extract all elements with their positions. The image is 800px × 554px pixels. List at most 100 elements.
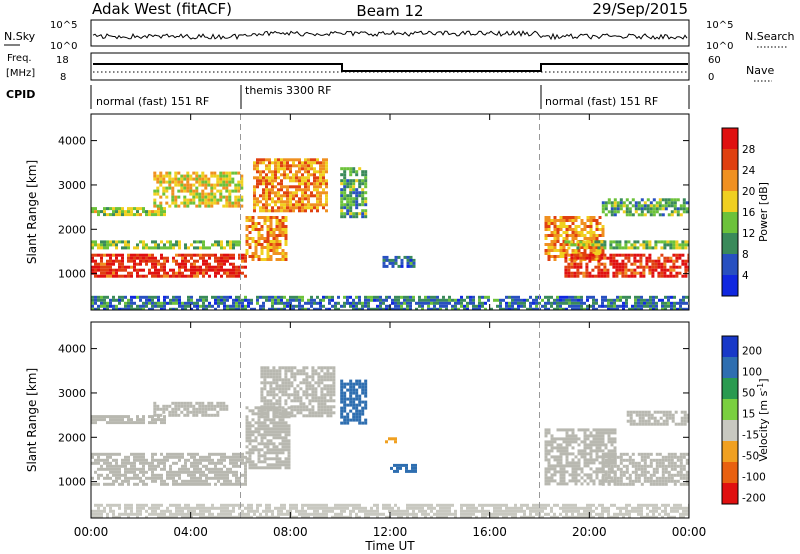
- velocity-cell-9: [604, 476, 608, 480]
- power-cell-8: [547, 222, 551, 225]
- power-cell-2: [136, 243, 139, 247]
- velocity-cell-9: [616, 482, 620, 486]
- velocity-cell-11: [175, 509, 178, 513]
- power-cell-12: [475, 304, 478, 308]
- velocity-cell-0: [235, 461, 238, 465]
- power-cell-12: [118, 307, 121, 310]
- power-cell-10: [636, 246, 640, 250]
- velocity-cell-5: [349, 409, 353, 413]
- velocity-cell-11: [232, 515, 235, 518]
- power-cell-0: [142, 259, 145, 263]
- velocity-cell-8: [607, 434, 611, 438]
- velocity-cell-8: [610, 443, 614, 447]
- power-cell-12: [265, 298, 268, 302]
- velocity-cell-8: [556, 437, 560, 441]
- power-cell-11: [679, 213, 683, 217]
- velocity-cell-8: [547, 461, 551, 465]
- power-cell-11: [667, 204, 671, 208]
- power-cell-12: [622, 295, 625, 299]
- power-cell-3: [148, 213, 151, 217]
- power-cell-12: [601, 301, 604, 305]
- power-cell-4: [213, 183, 217, 187]
- power-cell-12: [559, 298, 562, 302]
- power-cell-5: [313, 188, 316, 192]
- power-cell-12: [373, 295, 376, 299]
- power-cell-1: [254, 225, 258, 228]
- velocity-cell-8: [586, 464, 590, 468]
- velocity-cell-4: [263, 396, 267, 400]
- power-cell-0: [181, 265, 184, 269]
- velocity-cell-11: [112, 512, 115, 516]
- power-cell-2: [190, 243, 193, 247]
- power-cell-5: [265, 185, 268, 189]
- power-cell-9: [681, 262, 685, 266]
- velocity-cell-11: [103, 506, 106, 510]
- velocity-cell-0: [244, 476, 247, 480]
- power-cell-1: [251, 216, 255, 219]
- power-cell-9: [636, 271, 640, 275]
- power-cell-3: [145, 210, 148, 214]
- nsky-series: [92, 30, 688, 41]
- power-cell-12: [418, 295, 421, 299]
- velocity-cell-9: [601, 473, 605, 477]
- power-cell-5: [322, 176, 325, 180]
- power-cell-10: [624, 243, 628, 247]
- velocity-cell-4: [305, 375, 309, 379]
- power-cell-8: [598, 234, 602, 237]
- velocity-cell-9: [655, 461, 659, 465]
- power-cell-4: [192, 177, 196, 181]
- power-cell-12: [529, 307, 532, 310]
- power-cell-12: [484, 307, 487, 310]
- velocity-cell-11: [100, 512, 103, 516]
- power-cell-12: [553, 298, 556, 302]
- power-cell-8: [550, 222, 554, 225]
- power-cell-5: [283, 176, 286, 180]
- power-cell-2: [166, 240, 169, 244]
- power-cell-0: [238, 256, 241, 260]
- power-cell-2: [103, 240, 106, 244]
- power-cell-9: [669, 268, 673, 272]
- power-cell-0: [166, 271, 169, 275]
- velocity-cell-3: [213, 407, 217, 411]
- power-cell-0: [106, 262, 109, 266]
- power-cell-1: [257, 243, 261, 246]
- power-cell-5: [262, 203, 265, 207]
- power-cell-0: [181, 271, 184, 275]
- velocity-cell-9: [643, 473, 647, 477]
- power-cell-0: [91, 256, 94, 260]
- power-cell-3: [136, 210, 139, 214]
- power-cell-9: [633, 256, 637, 260]
- power-cell-12: [646, 301, 649, 305]
- velocity-cell-0: [106, 452, 109, 456]
- power-cell-12: [625, 304, 628, 308]
- velocity-cell-0: [91, 482, 94, 486]
- velocity-cell-8: [559, 479, 563, 483]
- velocity-cell-1: [251, 463, 255, 467]
- velocity-cell-11: [223, 503, 226, 507]
- power-cell-6: [343, 167, 347, 171]
- power-cell-2: [115, 240, 118, 244]
- velocity-cell-8: [583, 464, 587, 468]
- velocity-cell-3: [225, 407, 229, 411]
- velocity-cell-1: [263, 445, 267, 449]
- power-cell-9: [642, 274, 646, 278]
- power-cell-0: [154, 268, 157, 272]
- power-cell-5: [289, 179, 292, 183]
- power-cell-4: [210, 171, 214, 175]
- velocity-cell-8: [565, 464, 569, 468]
- velocity-cell-9: [676, 479, 680, 483]
- power-cell-5: [319, 176, 322, 180]
- power-cell-4: [219, 195, 223, 199]
- power-cell-12: [526, 307, 529, 310]
- power-cell-9: [591, 253, 595, 257]
- power-cell-5: [322, 173, 325, 177]
- power-cell-5: [316, 191, 319, 195]
- power-cell-4: [177, 180, 181, 184]
- power-cell-12: [163, 301, 166, 305]
- power-cell-11: [643, 207, 647, 211]
- power-cell-5: [277, 191, 280, 195]
- velocity-cell-1: [260, 421, 264, 425]
- power-cell-12: [199, 298, 202, 302]
- velocity-cell-0: [109, 461, 112, 465]
- nave-tick-bottom: 0: [708, 72, 714, 83]
